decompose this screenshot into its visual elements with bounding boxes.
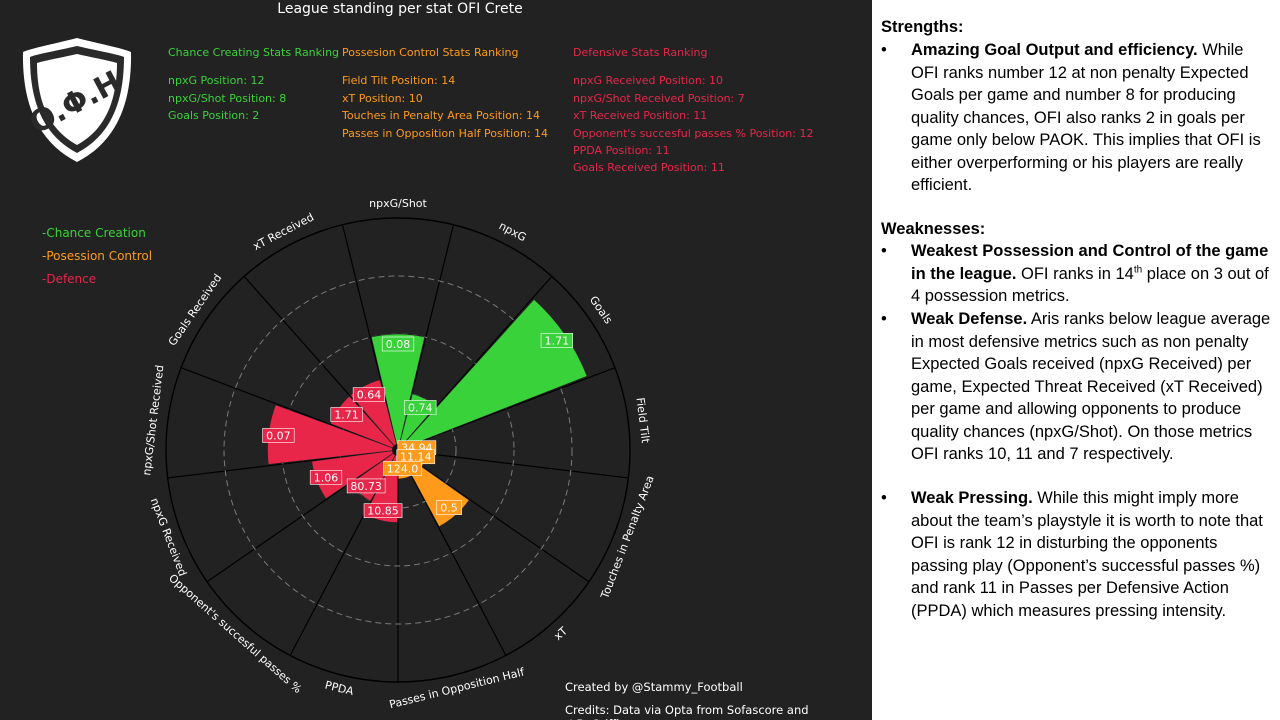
category-label: npxG [497, 219, 529, 244]
value-label: 1.06 [314, 471, 339, 484]
value-label: 0.08 [386, 338, 411, 351]
chance-ranking-item: npxG/Shot Position: 8 [168, 91, 287, 105]
category-label: Touches in Penalty Area [598, 474, 657, 602]
weakness-item-bold: Weak Pressing. [911, 489, 1033, 507]
chart-title: League standing per stat OFI Crete [277, 1, 523, 17]
weakness-item: Weak Pressing. While this might imply mo… [911, 487, 1271, 622]
radial-gridline [167, 449, 399, 479]
value-label-box [436, 500, 462, 515]
value-label-box [330, 407, 363, 422]
value-label-box [363, 503, 403, 518]
value-label: 0.07 [266, 429, 291, 442]
strength-item-text: While OFI ranks number 12 at non penalty… [911, 41, 1261, 194]
defence-ranking-item: Goals Received Position: 11 [573, 161, 725, 175]
value-label-box [381, 336, 415, 352]
value-label: 1.71 [334, 408, 359, 421]
possession-ranking-item: Field Tilt Position: 14 [342, 74, 456, 88]
bullet-glyph: • [881, 489, 887, 507]
value-label: 10.85 [367, 505, 399, 518]
bar-npxg-shot [370, 333, 426, 451]
radial-gridline [341, 224, 399, 451]
value-label-box [262, 428, 295, 443]
value-label: 1.71 [545, 334, 570, 347]
weakness-item-bold: Weakest Possession and Control of the ga… [911, 242, 1269, 283]
polar-bar-chart: 0.080.741.7134.9411.140.5124.010.8580.73… [140, 197, 657, 711]
analysis-panel: Strengths: • Amazing Goal Output and eff… [872, 0, 1280, 720]
value-label: 80.73 [350, 480, 382, 493]
bullet-glyph: • [881, 41, 887, 59]
legend-defence: -Defence [42, 272, 97, 286]
category-label: Passes in Opposition Half [388, 665, 527, 711]
data-credit: Credits: Data via Opta from Sofascore an… [565, 703, 809, 720]
strengths-title: Strengths: [881, 18, 964, 36]
value-label-box [352, 387, 386, 402]
weakness-item-sup: th [1133, 264, 1143, 275]
weakness-item: Weak Defense. Aris ranks below league av… [911, 308, 1271, 466]
club-logo: O.Φ.H [22, 38, 132, 162]
chance-ranking: Chance Creating Stats Ranking npxG Posit… [168, 44, 339, 125]
legend-possession-control: -Posession Control [42, 249, 153, 263]
weakness-item: Weakest Possession and Control of the ga… [911, 240, 1271, 308]
weakness-item-text: Aris ranks below league average in most … [911, 310, 1271, 463]
created-by-credit: Created by @Stammy_Football [565, 680, 743, 694]
value-label-box [404, 400, 437, 415]
value-label: 124.0 [387, 462, 419, 475]
legend-chance-creation: -Chance Creation [42, 226, 146, 240]
value-label-box [540, 333, 573, 348]
category-label: xT [552, 624, 571, 643]
grid-circle [223, 275, 573, 625]
chance-ranking-item: Goals Position: 2 [168, 109, 260, 123]
strength-item: Amazing Goal Output and efficiency. Whil… [911, 39, 1271, 197]
possession-ranking-item: Passes in Opposition Half Position: 14 [342, 126, 549, 140]
possession-ranking-item: Touches in Penalty Area Position: 14 [342, 109, 541, 123]
bar-goals [397, 298, 588, 451]
chance-ranking-heading: Chance Creating Stats Ranking [168, 46, 340, 59]
category-label: npxG/Shot [369, 197, 427, 210]
defence-ranking-item: PPDA Position: 11 [573, 144, 670, 158]
value-label-box [309, 470, 343, 485]
defence-ranking-item: xT Received Position: 11 [573, 109, 708, 123]
outer-circle [165, 217, 631, 683]
value-label: 0.74 [408, 401, 433, 414]
possession-ranking: Possesion Control Stats Ranking Field Ti… [342, 44, 548, 142]
chart-panel: League standing per stat OFI Crete O.Φ.H… [0, 0, 872, 720]
value-label: 0.64 [357, 389, 382, 402]
weakness-item-bold: Weak Defense. [911, 310, 1028, 328]
possession-ranking-item: xT Position: 10 [342, 91, 423, 105]
weaknesses-title: Weaknesses: [881, 220, 986, 238]
value-label-box [383, 461, 422, 476]
defence-ranking: Defensive Stats Ranking npxG Received Po… [573, 44, 813, 177]
radial-gridline [397, 367, 616, 451]
chart-legend: -Chance Creation -Posession Control -Def… [42, 222, 152, 291]
defence-ranking-item: npxG Received Position: 10 [573, 74, 724, 88]
possession-ranking-heading: Possesion Control Stats Ranking [342, 46, 519, 59]
bullet-glyph: • [881, 242, 887, 260]
category-label: xT Received [251, 210, 316, 253]
weakness-item-text: OFI ranks in 14 [1016, 264, 1134, 283]
category-label: PPDA [324, 679, 356, 699]
radial-gridline [180, 367, 399, 451]
radial-gridline [397, 449, 507, 656]
category-label: Opponent's succesful passes % [166, 572, 304, 696]
category-label: Field Tilt [633, 397, 651, 445]
weakness-item-text: place on 3 out of 4 possession metrics. [911, 264, 1269, 306]
value-label: 11.14 [400, 451, 432, 464]
bullet-glyph: • [881, 310, 887, 328]
value-label-box [346, 478, 386, 494]
weakness-item-text: While this might imply more about the te… [911, 489, 1263, 620]
chance-ranking-item: npxG Position: 12 [168, 74, 265, 88]
defence-ranking-item: npxG/Shot Received Position: 7 [573, 91, 745, 105]
strength-item-bold: Amazing Goal Output and efficiency. [911, 41, 1198, 59]
defence-ranking-heading: Defensive Stats Ranking [573, 46, 708, 59]
category-label: npxG/Shot Received [140, 364, 166, 476]
value-label: 0.5 [440, 502, 458, 515]
defence-ranking-item: Opponent's succesful passes % Position: … [573, 126, 814, 140]
